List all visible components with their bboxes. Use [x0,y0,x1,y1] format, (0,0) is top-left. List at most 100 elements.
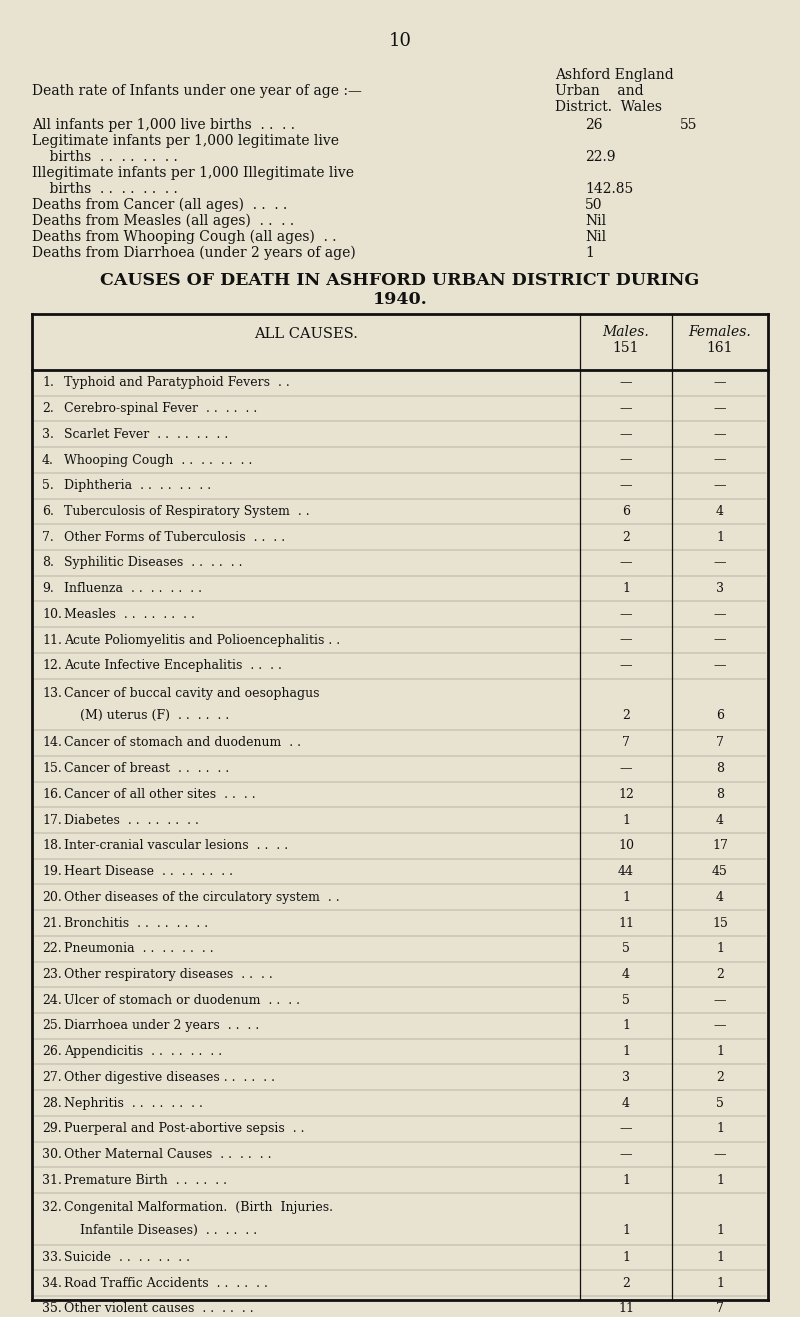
Text: —: — [714,402,726,415]
Text: 22.9: 22.9 [585,150,615,165]
Text: —: — [620,1122,632,1135]
Text: 8: 8 [716,788,724,801]
Text: Other Maternal Causes  . .  . .  . .: Other Maternal Causes . . . . . . [64,1148,271,1162]
Text: —: — [620,453,632,466]
Text: 31.: 31. [42,1173,62,1187]
Text: —: — [714,377,726,390]
Text: Cancer of breast  . .  . .  . .: Cancer of breast . . . . . . [64,763,230,776]
Text: 20.: 20. [42,890,62,903]
Text: Congenital Malformation.  (Birth  Injuries.: Congenital Malformation. (Birth Injuries… [64,1201,333,1214]
Text: —: — [620,763,632,776]
Text: 2: 2 [622,710,630,722]
Text: 7: 7 [716,1303,724,1316]
Text: 1940.: 1940. [373,291,427,308]
Text: 18.: 18. [42,839,62,852]
Text: 3: 3 [622,1071,630,1084]
Text: Whooping Cough  . .  . .  . .  . .: Whooping Cough . . . . . . . . [64,453,252,466]
Text: Ashford England: Ashford England [555,68,674,82]
Text: Appendicitis  . .  . .  . .  . .: Appendicitis . . . . . . . . [64,1046,222,1058]
Text: Pneumonia  . .  . .  . .  . .: Pneumonia . . . . . . . . [64,942,214,955]
Text: 44: 44 [618,865,634,878]
Text: 1.: 1. [42,377,54,390]
Text: births  . .  . .  . .  . .: births . . . . . . . . [32,150,178,165]
Text: 5: 5 [716,1097,724,1110]
Text: 17: 17 [712,839,728,852]
Text: 26.: 26. [42,1046,62,1058]
Text: 2: 2 [622,531,630,544]
Text: 142.85: 142.85 [585,182,634,196]
Text: 3: 3 [716,582,724,595]
Text: Diphtheria  . .  . .  . .  . .: Diphtheria . . . . . . . . [64,479,211,493]
Text: CAUSES OF DEATH IN ASHFORD URBAN DISTRICT DURING: CAUSES OF DEATH IN ASHFORD URBAN DISTRIC… [100,273,700,288]
Text: 12: 12 [618,788,634,801]
Text: births  . .  . .  . .  . .: births . . . . . . . . [32,182,178,196]
Text: 2: 2 [622,1276,630,1289]
Text: 6: 6 [716,710,724,722]
Text: Nil: Nil [585,213,606,228]
Text: (M) uterus (F)  . .  . .  . .: (M) uterus (F) . . . . . . [64,710,230,722]
Text: 151: 151 [613,341,639,356]
Text: Diarrhoea under 2 years  . .  . .: Diarrhoea under 2 years . . . . [64,1019,259,1033]
Text: —: — [620,377,632,390]
Text: —: — [714,428,726,441]
Text: Illegitimate infants per 1,000 Illegitimate live: Illegitimate infants per 1,000 Illegitim… [32,166,354,180]
Text: 17.: 17. [42,814,62,827]
Text: 1: 1 [716,942,724,955]
Text: Inter-cranial vascular lesions  . .  . .: Inter-cranial vascular lesions . . . . [64,839,288,852]
Text: —: — [714,1019,726,1033]
Text: Diabetes  . .  . .  . .  . .: Diabetes . . . . . . . . [64,814,199,827]
Text: 30.: 30. [42,1148,62,1162]
Text: 1: 1 [716,1122,724,1135]
Text: —: — [714,660,726,672]
Text: Legitimate infants per 1,000 legitimate live: Legitimate infants per 1,000 legitimate … [32,134,339,148]
Text: 23.: 23. [42,968,62,981]
Text: 1: 1 [716,1223,724,1237]
Text: 29.: 29. [42,1122,62,1135]
Text: 1: 1 [716,1046,724,1058]
Text: Other violent causes  . .  . .  . .: Other violent causes . . . . . . [64,1303,254,1316]
Text: —: — [714,1148,726,1162]
Text: 4: 4 [622,1097,630,1110]
Text: —: — [620,402,632,415]
Text: Puerperal and Post-abortive sepsis  . .: Puerperal and Post-abortive sepsis . . [64,1122,305,1135]
Text: 1: 1 [716,1173,724,1187]
Text: —: — [714,556,726,569]
Text: 27.: 27. [42,1071,62,1084]
Text: 5.: 5. [42,479,54,493]
Text: —: — [620,556,632,569]
Text: All infants per 1,000 live births  . .  . .: All infants per 1,000 live births . . . … [32,119,295,132]
Text: 35.: 35. [42,1303,62,1316]
Text: —: — [620,608,632,620]
Text: District.  Wales: District. Wales [555,100,662,115]
Text: Other digestive diseases . .  . .  . .: Other digestive diseases . . . . . . [64,1071,275,1084]
Text: Tuberculosis of Respiratory System  . .: Tuberculosis of Respiratory System . . [64,504,310,518]
Text: 5: 5 [622,942,630,955]
Text: ALL CAUSES.: ALL CAUSES. [254,327,358,341]
Text: 2: 2 [716,1071,724,1084]
Text: Deaths from Measles (all ages)  . .  . .: Deaths from Measles (all ages) . . . . [32,213,294,228]
Text: —: — [714,608,726,620]
Text: —: — [620,428,632,441]
Text: 10.: 10. [42,608,62,620]
Text: 11: 11 [618,1303,634,1316]
Text: 25.: 25. [42,1019,62,1033]
Text: 10: 10 [389,32,411,50]
Text: Acute Poliomyelitis and Polioencephalitis . .: Acute Poliomyelitis and Polioencephaliti… [64,633,340,647]
Text: Influenza  . .  . .  . .  . .: Influenza . . . . . . . . [64,582,202,595]
Text: 6.: 6. [42,504,54,518]
Text: 12.: 12. [42,660,62,672]
Text: 1: 1 [622,890,630,903]
Text: 3.: 3. [42,428,54,441]
Text: Acute Infective Encephalitis  . .  . .: Acute Infective Encephalitis . . . . [64,660,282,672]
Text: 6: 6 [622,504,630,518]
Text: 1: 1 [622,1223,630,1237]
Text: Death rate of Infants under one year of age :—: Death rate of Infants under one year of … [32,84,362,97]
Text: 15.: 15. [42,763,62,776]
Text: 10: 10 [618,839,634,852]
Text: Measles  . .  . .  . .  . .: Measles . . . . . . . . [64,608,195,620]
Text: 16.: 16. [42,788,62,801]
Text: Infantile Diseases)  . .  . .  . .: Infantile Diseases) . . . . . . [64,1223,257,1237]
Text: Males.: Males. [602,325,650,338]
Text: 7: 7 [622,736,630,749]
Text: 33.: 33. [42,1251,62,1264]
